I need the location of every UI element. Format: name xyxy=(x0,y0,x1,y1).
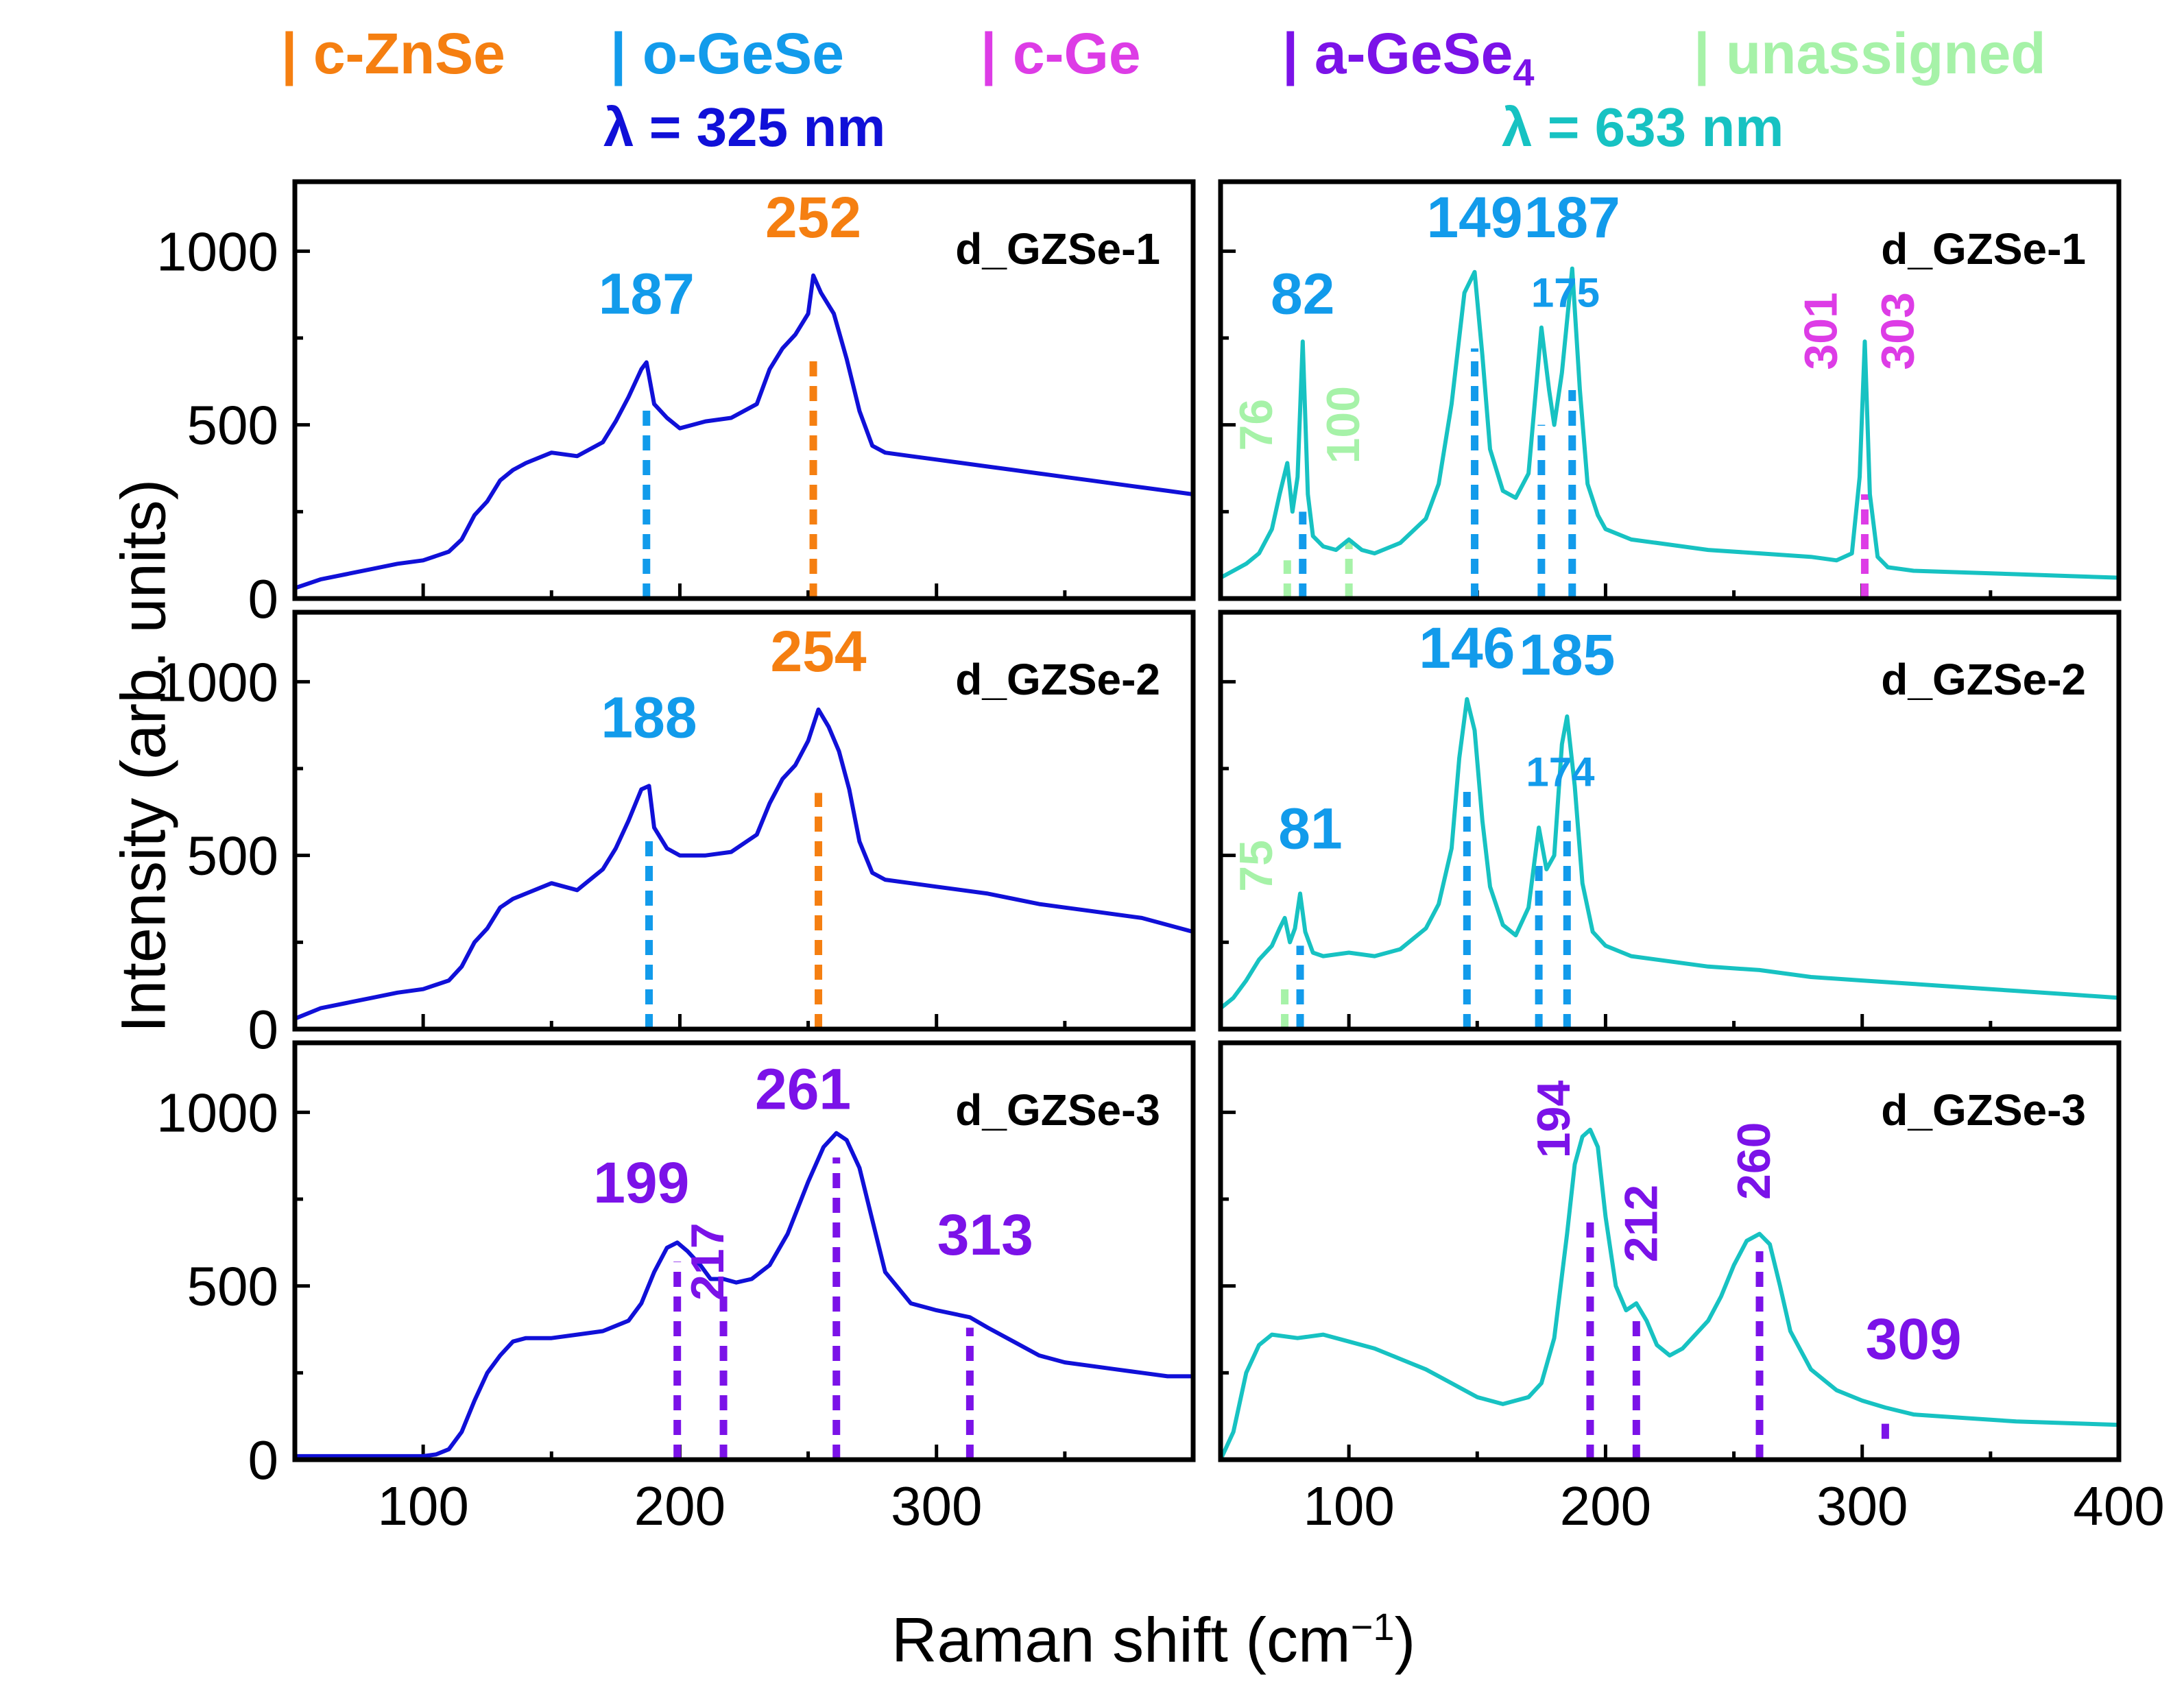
peak-label: 185 xyxy=(1519,623,1615,687)
panel-frame xyxy=(1218,610,2122,1032)
spectrum-line xyxy=(1221,266,2119,580)
x-tick-label: 200 xyxy=(634,1475,725,1536)
y-tick-label: 1000 xyxy=(156,1082,278,1143)
panel-right-3: 100 200 300 400 194 212 260 309 d_GZSe-3 xyxy=(1218,1040,2165,1536)
y-tick-label: 500 xyxy=(187,825,278,886)
x-tick-label: 300 xyxy=(891,1475,982,1536)
panel-frame xyxy=(292,179,1196,601)
peak-label: 146 xyxy=(1419,616,1515,680)
x-axis-title-superscript: −1 xyxy=(1350,1605,1395,1648)
peak-label: 217 xyxy=(682,1222,734,1300)
peak-label: 254 xyxy=(770,619,866,684)
x-axis-title-main: Raman shift (cm xyxy=(891,1605,1351,1676)
legend-entry-label: | c-Ge xyxy=(981,21,1141,86)
y-tick-label: 0 xyxy=(248,1429,279,1491)
y-tick-label: 500 xyxy=(187,1256,278,1317)
peak-label: 75 xyxy=(1230,840,1282,892)
panel-frame xyxy=(1218,1040,2122,1462)
x-tick-label: 100 xyxy=(1303,1475,1394,1536)
panel-title: d_GZSe-3 xyxy=(955,1085,1160,1135)
x-tick-label: 400 xyxy=(2073,1475,2164,1536)
spectrum-line xyxy=(295,273,1193,590)
y-tick-label: 0 xyxy=(248,568,279,629)
peak-label: 149 xyxy=(1426,185,1522,250)
y-tick-label: 1000 xyxy=(156,651,278,712)
panel-title: d_GZSe-2 xyxy=(955,655,1160,704)
peak-label: 81 xyxy=(1278,797,1342,861)
peak-label: 309 xyxy=(1865,1307,1961,1371)
peak-label: 187 xyxy=(1524,185,1620,250)
panel-title: d_GZSe-2 xyxy=(1881,655,2086,704)
peak-label: 188 xyxy=(601,685,697,749)
legend-entry-label: | a-GeSe xyxy=(1282,21,1513,86)
x-tick-label: 200 xyxy=(1560,1475,1651,1536)
legend-entry-label: | o-GeSe xyxy=(610,21,844,86)
legend-entry-label: | c-ZnSe xyxy=(281,21,505,86)
peak-label: 212 xyxy=(1615,1185,1667,1262)
panel-left-2: 0 500 1000 188 254 d_GZSe-2 xyxy=(156,610,1196,1060)
x-tick-label: 300 xyxy=(1816,1475,1908,1536)
peak-label: 100 xyxy=(1317,386,1369,463)
panel-frame xyxy=(1218,179,2122,601)
spectrum-line xyxy=(1221,1127,2119,1460)
panel-frame xyxy=(292,610,1196,1032)
legend-entry: | c-ZnSe xyxy=(281,21,505,87)
panel-title: d_GZSe-3 xyxy=(1881,1085,2086,1135)
panel-frame xyxy=(292,1040,1196,1462)
y-tick-label: 0 xyxy=(248,999,279,1060)
legend-entry: | c-Ge xyxy=(981,21,1141,87)
legend: | c-ZnSe | o-GeSe | c-Ge | a-GeSe4 | unassig… xyxy=(0,21,2184,96)
panel-title: d_GZSe-1 xyxy=(955,224,1160,274)
spectrum-line xyxy=(1221,697,2119,1010)
peak-label: 261 xyxy=(755,1057,851,1121)
x-axis-title: Raman shift (cm−1) xyxy=(891,1604,1415,1677)
peak-label: 175 xyxy=(1531,269,1600,315)
peak-label: 301 xyxy=(1795,292,1847,370)
peak-label: 252 xyxy=(765,185,861,250)
peak-label: 313 xyxy=(937,1203,1033,1267)
peak-label: 199 xyxy=(593,1150,689,1215)
panel-title: d_GZSe-1 xyxy=(1881,224,2086,274)
panel-left-1: 0 500 1000 187 252 d_GZSe-1 xyxy=(156,179,1196,629)
peak-label: 194 xyxy=(1528,1081,1580,1159)
lambda-right-label: λ = 633 nm xyxy=(1502,97,1784,158)
legend-entry: | a-GeSe4 xyxy=(1282,21,1534,95)
panel-left-3: 0 500 1000 100 200 300 199 217 261 313 d_GZSe-3 xyxy=(156,1040,1196,1536)
peak-label: 76 xyxy=(1230,399,1282,451)
peak-label: 82 xyxy=(1271,262,1334,326)
y-tick-label: 1000 xyxy=(156,221,278,282)
peak-label: 303 xyxy=(1872,292,1924,370)
legend-entry-label: | unassigned xyxy=(1694,21,2046,86)
y-tick-label: 500 xyxy=(187,395,278,456)
peak-label: 174 xyxy=(1526,749,1595,795)
peak-label: 260 xyxy=(1728,1122,1780,1200)
x-tick-label: 100 xyxy=(377,1475,468,1536)
legend-entry-subscript: 4 xyxy=(1513,50,1535,94)
legend-entry: | unassigned xyxy=(1694,21,2046,87)
legend-entry: | o-GeSe xyxy=(610,21,844,87)
spectrum-line xyxy=(295,1131,1193,1458)
spectrum-line xyxy=(295,707,1193,1021)
lambda-left-label: λ = 325 nm xyxy=(603,97,886,158)
x-axis-title-close: ) xyxy=(1394,1605,1416,1676)
peak-label: 187 xyxy=(599,262,695,326)
